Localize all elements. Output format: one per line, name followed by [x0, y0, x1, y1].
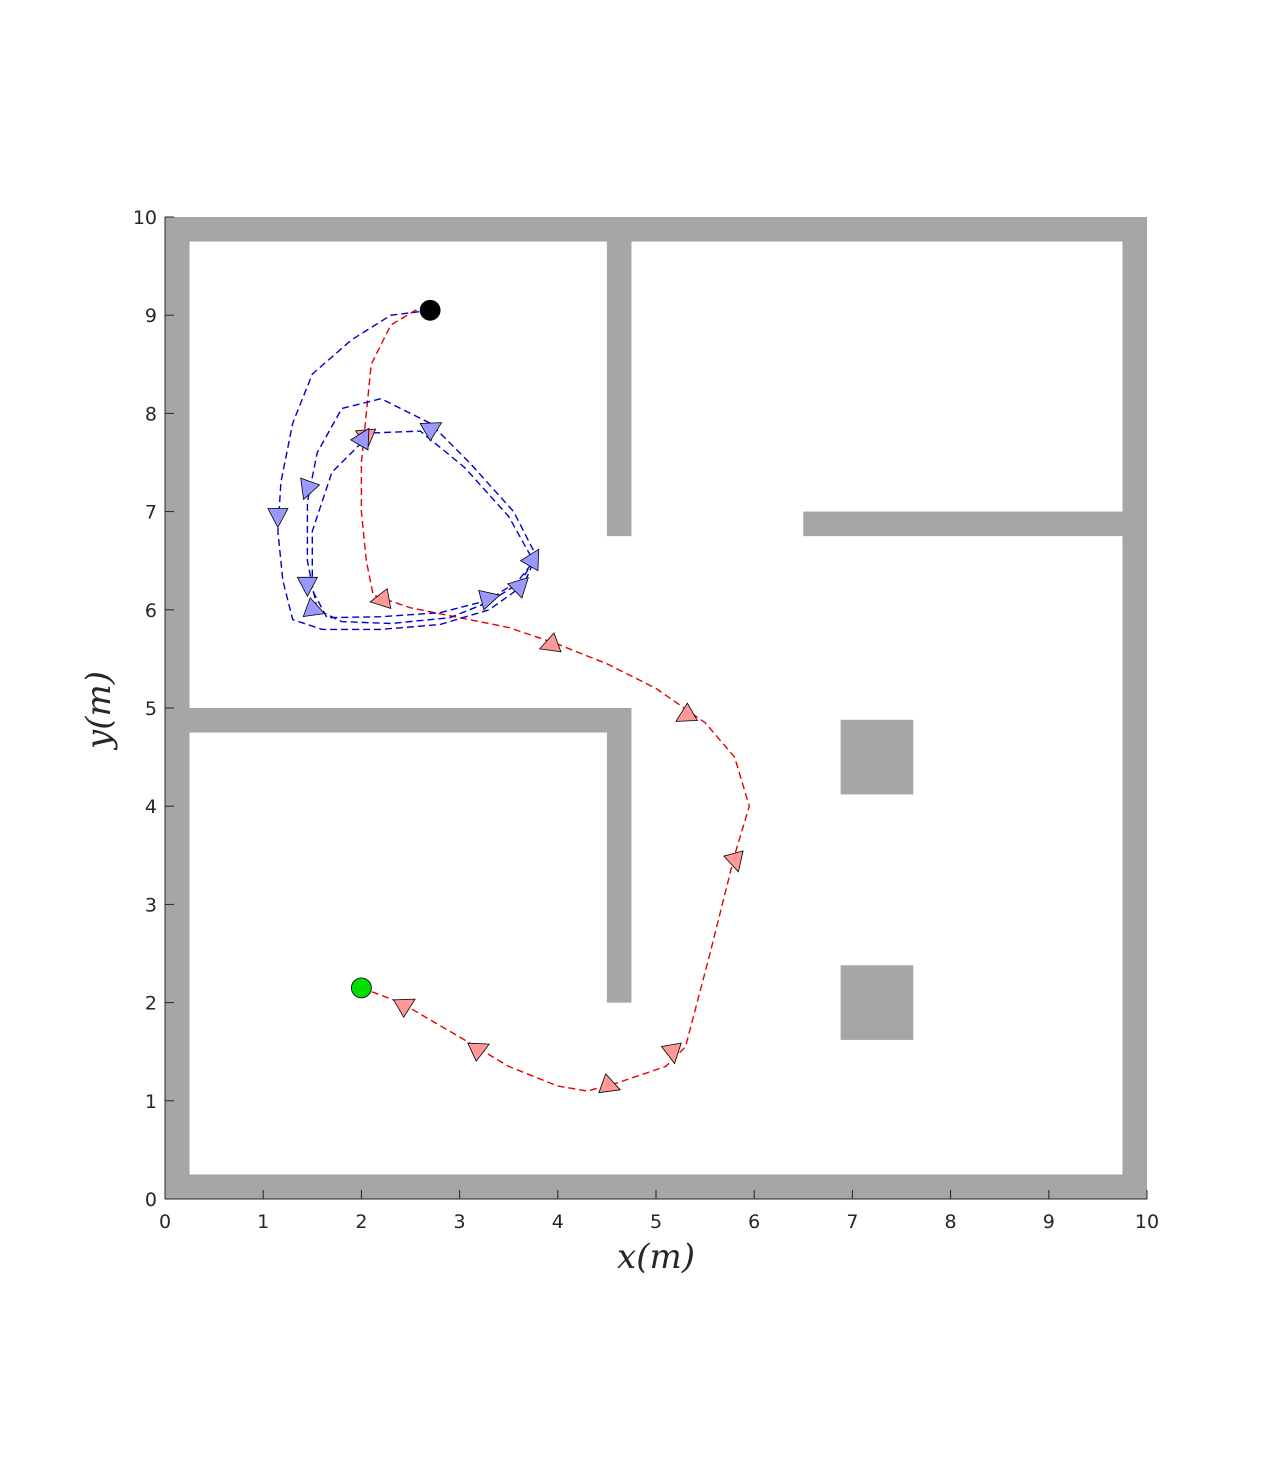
y-tick-label: 10 [133, 207, 157, 229]
blue-marker-8 [349, 427, 370, 451]
red-marker-0 [393, 998, 416, 1018]
x-tick-label: 8 [945, 1211, 957, 1233]
y-tick-label: 4 [145, 796, 157, 818]
blue-marker-0 [267, 508, 289, 529]
trajectory-paths [277, 309, 750, 1092]
x-tick-label: 4 [552, 1211, 564, 1233]
red-marker-4 [723, 850, 744, 873]
direction-markers [267, 422, 744, 1094]
axes: 0 1 2 3 4 5 6 7 8 9 10 0 1 2 3 4 5 6 7 8 9 10 [133, 207, 1159, 1233]
red-marker-7 [369, 587, 392, 609]
y-tick-label: 9 [145, 305, 157, 327]
start-point [350, 977, 372, 999]
y-tick-label: 0 [145, 1189, 157, 1211]
blue-marker-4 [478, 589, 501, 611]
wall-7 [606, 732, 632, 1003]
red-marker-3 [660, 1042, 682, 1065]
red-marker-1 [467, 1042, 490, 1062]
endpoint-markers [350, 299, 441, 999]
blue-trajectory-line [277, 309, 537, 631]
y-tick-label: 6 [145, 600, 157, 622]
wall-1 [165, 217, 1147, 242]
wall-obstacles [165, 217, 1147, 1199]
red-trajectory-line [360, 309, 750, 1092]
red-marker-2 [598, 1073, 622, 1094]
wall-5 [803, 511, 1147, 537]
y-tick-label: 5 [145, 698, 157, 720]
y-tick-label: 8 [145, 403, 157, 425]
wall-9 [840, 965, 914, 1040]
blue-marker-7 [419, 422, 443, 442]
end-point [419, 299, 441, 321]
blue-marker-6 [519, 548, 540, 572]
y-tick-label: 2 [145, 993, 157, 1015]
x-tick-label: 5 [650, 1211, 662, 1233]
x-tick-label: 3 [454, 1211, 466, 1233]
x-tick-label: 7 [846, 1211, 858, 1233]
x-tick-label: 6 [748, 1211, 760, 1233]
x-tick-label: 1 [257, 1211, 269, 1233]
y-tick-label: 1 [145, 1091, 157, 1113]
blue-marker-3 [302, 596, 326, 617]
wall-8 [840, 719, 914, 795]
x-tick-label: 2 [355, 1211, 367, 1233]
wall-6 [165, 708, 632, 733]
y-tick-label: 7 [145, 502, 157, 524]
x-axis-label: x(m) [617, 1237, 695, 1277]
x-tick-label: 9 [1043, 1211, 1055, 1233]
red-marker-5 [675, 702, 699, 722]
wall-3 [1122, 217, 1147, 1199]
blue-marker-1 [300, 477, 321, 501]
blue-marker-2 [296, 576, 319, 598]
wall-4 [606, 217, 632, 537]
x-tick-label: 0 [159, 1211, 171, 1233]
y-axis-label: y(m) [79, 671, 119, 751]
red-marker-6 [538, 632, 562, 653]
x-tick-label: 10 [1135, 1211, 1159, 1233]
y-tick-label: 3 [145, 894, 157, 916]
blue-marker-5 [507, 576, 529, 599]
